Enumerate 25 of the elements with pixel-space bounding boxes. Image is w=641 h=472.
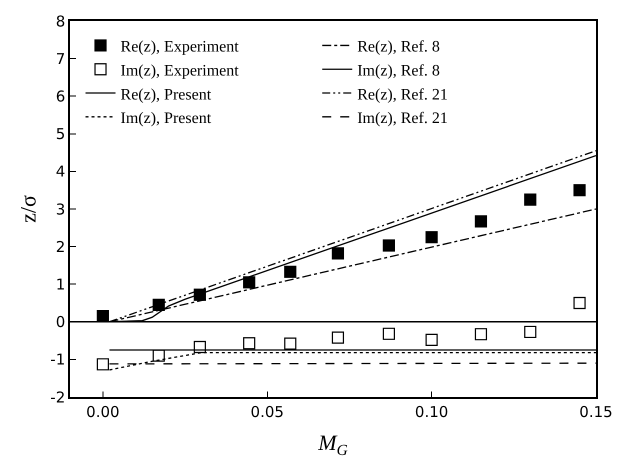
y-tick-label: 7 [56, 50, 66, 68]
legend-label: Im(z), Ref. 8 [357, 62, 440, 80]
y-axis-title: z/σ [16, 195, 41, 223]
legend-label: Re(z), Present [120, 86, 212, 104]
legend-label: Re(z), Ref. 21 [357, 86, 448, 104]
x-tick-label: 0.00 [86, 402, 120, 421]
y-tick-label: 1 [56, 275, 66, 294]
legend-label: Re(z), Experiment [120, 38, 240, 56]
y-tick-label: 8 [56, 12, 66, 30]
y-tick-label: -2 [50, 388, 66, 406]
legend-label: Re(z), Ref. 8 [357, 38, 440, 56]
legend-label: Im(z), Experiment [120, 62, 240, 80]
legend-label: Im(z), Present [120, 110, 212, 128]
y-tick-label: 4 [56, 162, 66, 181]
y-tick-label: -1 [50, 350, 66, 369]
x-tick-label: 0.05 [250, 402, 284, 421]
x-tick-label: 0.10 [414, 402, 448, 421]
x-axis-title: M$_{G}$ [317, 430, 348, 459]
x-tick-label: 0.15 [579, 402, 613, 421]
y-tick-label: 6 [56, 87, 66, 106]
y-tick-label: 3 [56, 200, 66, 218]
y-tick-label: 5 [56, 125, 66, 144]
y-tick-label: 0 [56, 313, 66, 332]
y-tick-label: 2 [56, 238, 66, 256]
legend-label: Im(z), Ref. 21 [357, 110, 448, 128]
